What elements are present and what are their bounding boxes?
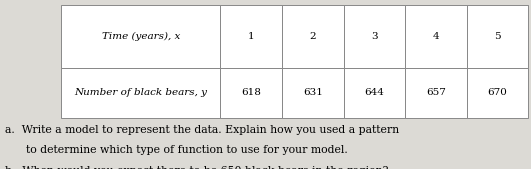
Text: 657: 657 xyxy=(426,88,446,98)
Text: to determine which type of function to use for your model.: to determine which type of function to u… xyxy=(5,145,348,155)
Bar xyxy=(467,5,528,68)
Text: 5: 5 xyxy=(494,32,501,41)
Text: 3: 3 xyxy=(371,32,378,41)
Text: 631: 631 xyxy=(303,88,323,98)
Text: Number of black bears, y: Number of black bears, y xyxy=(74,88,207,98)
Text: 618: 618 xyxy=(241,88,261,98)
Bar xyxy=(344,5,405,68)
Bar xyxy=(282,68,344,118)
Text: 4: 4 xyxy=(433,32,439,41)
Text: a.  Write a model to represent the data. Explain how you used a pattern: a. Write a model to represent the data. … xyxy=(5,125,399,135)
Bar xyxy=(282,5,344,68)
Bar xyxy=(220,5,282,68)
Bar xyxy=(405,68,467,118)
Bar xyxy=(61,5,220,68)
Text: 644: 644 xyxy=(364,88,384,98)
Bar xyxy=(344,68,405,118)
Bar xyxy=(220,68,282,118)
Text: 670: 670 xyxy=(487,88,508,98)
Bar xyxy=(467,68,528,118)
Bar xyxy=(61,68,220,118)
Text: Time (years), x: Time (years), x xyxy=(101,32,180,41)
Bar xyxy=(405,5,467,68)
Text: 2: 2 xyxy=(310,32,316,41)
Text: b.  When would you expect there to be 650 black bears in the region?: b. When would you expect there to be 650… xyxy=(5,166,389,169)
Text: 1: 1 xyxy=(248,32,254,41)
